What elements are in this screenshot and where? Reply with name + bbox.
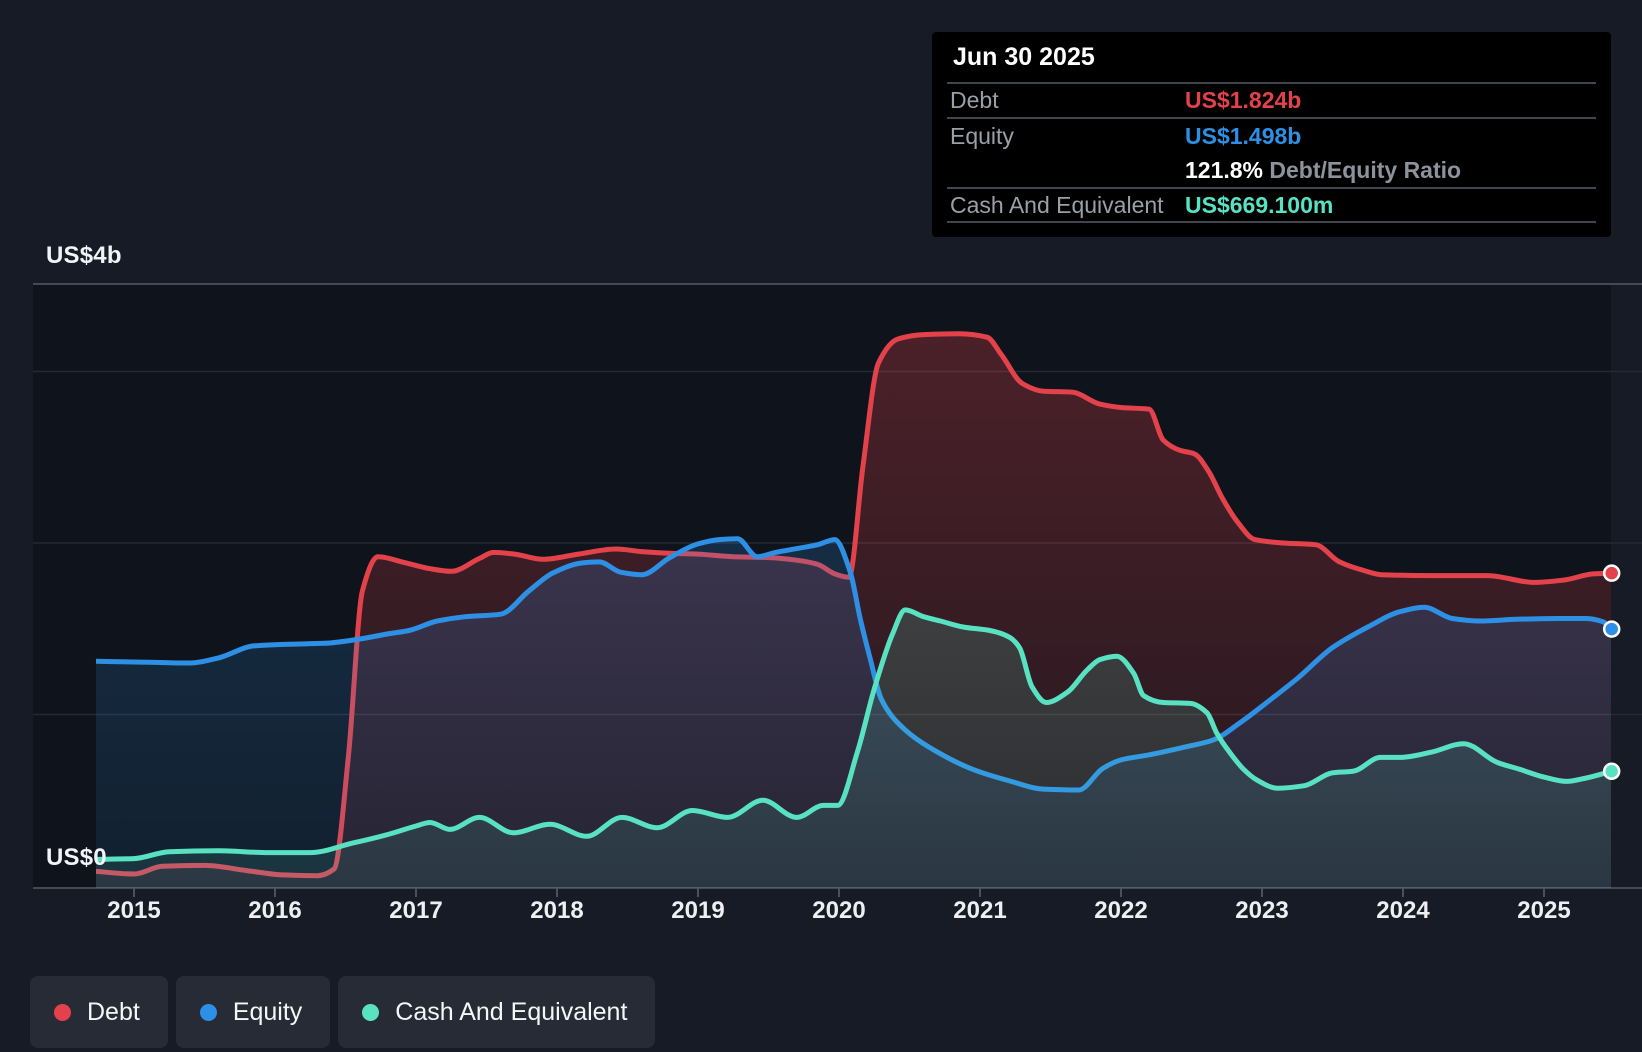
tooltip-ratio-value: 121.8%	[1185, 156, 1264, 183]
tooltip-ratio: 121.8% Debt/Equity Ratio	[1185, 157, 1461, 184]
x-axis-label-2018: 2018	[530, 897, 584, 924]
legend-item-debt[interactable]: Debt	[30, 976, 168, 1048]
tooltip-ratio-label: Debt/Equity Ratio	[1269, 156, 1462, 183]
chart-legend: Debt Equity Cash And Equivalent	[30, 976, 656, 1048]
x-axis-label-2024: 2024	[1376, 897, 1430, 924]
legend-item-equity[interactable]: Equity	[175, 976, 331, 1048]
legend-cash-label: Cash And Equivalent	[395, 997, 628, 1026]
x-axis-label-2015: 2015	[107, 897, 161, 924]
debt-dot-icon	[54, 1003, 71, 1021]
tooltip-row-cash: Cash And Equivalent US$669.100m	[947, 187, 1596, 223]
x-axis-label-2025: 2025	[1517, 897, 1571, 924]
x-axis-label-2017: 2017	[389, 897, 443, 924]
y-axis-zero-label: US$0	[46, 844, 107, 871]
tooltip-cash-value: US$669.100m	[1185, 191, 1334, 218]
tooltip-date: Jun 30 2025	[947, 32, 1596, 84]
tooltip-cash-label: Cash And Equivalent	[950, 191, 1164, 218]
x-axis-label-2023: 2023	[1235, 897, 1289, 924]
x-axis-year-labels: 2015 2016 2017 2018 2019 2020 2021 2022 2023 2024…	[0, 897, 1642, 927]
x-axis-label-2019: 2019	[671, 897, 725, 924]
legend-item-cash[interactable]: Cash And Equivalent	[338, 976, 656, 1048]
tooltip-row-debt: Debt US$1.824b	[947, 84, 1596, 119]
chart-tooltip: Jun 30 2025 Debt US$1.824b Equity US$1.4…	[932, 32, 1611, 237]
tooltip-equity-label: Equity	[950, 122, 1014, 149]
tooltip-row-equity: Equity US$1.498b	[947, 119, 1596, 153]
equity-dot-icon	[199, 1003, 217, 1021]
tooltip-debt-label: Debt	[950, 87, 999, 113]
legend-debt-label: Debt	[87, 997, 140, 1026]
x-axis-label-2021: 2021	[953, 897, 1007, 924]
tooltip-equity-value: US$1.498b	[1185, 122, 1302, 149]
tooltip-row-ratio: 121.8% Debt/Equity Ratio	[947, 153, 1596, 187]
x-axis-label-2020: 2020	[812, 897, 866, 924]
legend-equity-label: Equity	[232, 997, 303, 1026]
cash-dot-icon	[362, 1003, 380, 1021]
y-axis-top-label: US$4b	[46, 242, 122, 269]
x-axis-label-2022: 2022	[1094, 897, 1148, 924]
x-axis-label-2016: 2016	[248, 897, 302, 924]
tooltip-debt-value: US$1.824b	[1185, 87, 1302, 113]
